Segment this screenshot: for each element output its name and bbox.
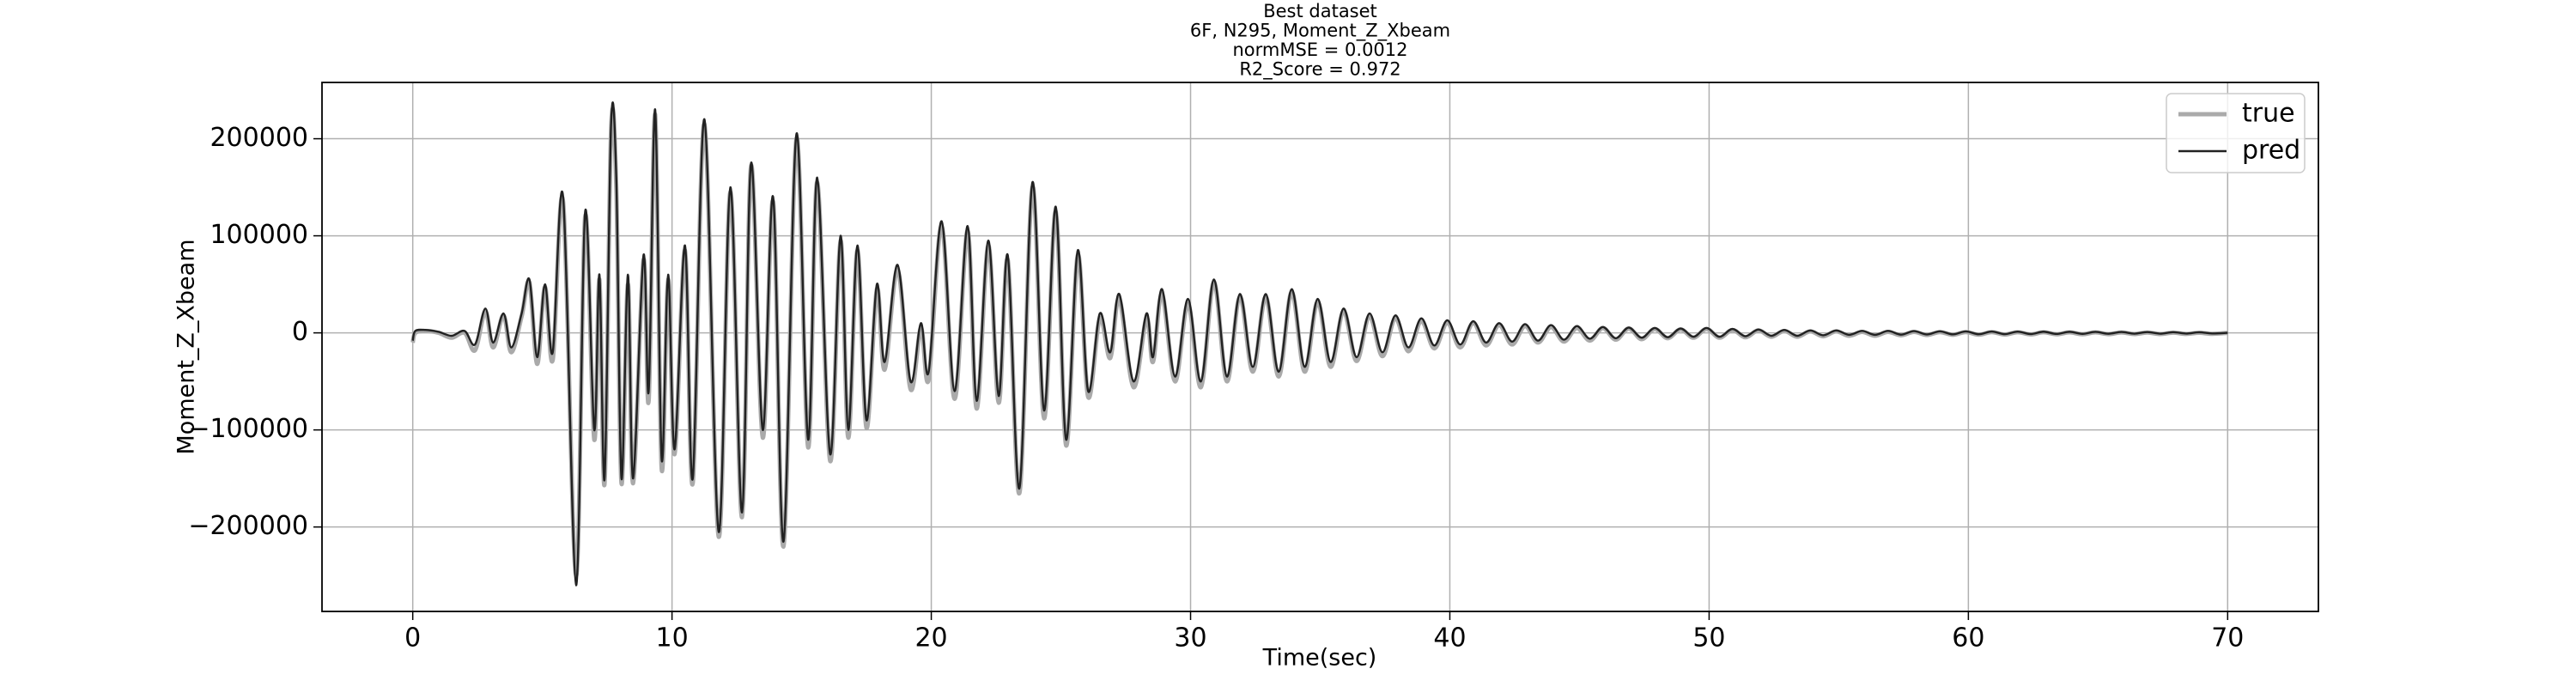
x-tick-label: 70 [2211, 623, 2244, 654]
x-axis-label: Time(sec) [1262, 645, 1377, 672]
legend-label: pred [2242, 136, 2300, 166]
chart-title: R2_Score = 0.972 [1239, 59, 1400, 81]
x-tick-label: 0 [404, 623, 421, 654]
y-tick-label: −100000 [188, 414, 308, 444]
legend-label: true [2242, 99, 2295, 129]
chart-title: Best dataset [1263, 1, 1377, 21]
y-tick-label: −200000 [188, 511, 308, 541]
y-tick-label: 100000 [210, 220, 308, 250]
x-tick-label: 10 [656, 623, 689, 654]
x-tick-label: 30 [1174, 623, 1206, 654]
series-line [411, 101, 2228, 587]
x-tick-label: 40 [1433, 623, 1466, 654]
x-tick-label: 50 [1692, 623, 1725, 654]
plot-frame [321, 82, 2319, 612]
y-axis-label: Moment_Z_Xbeam [173, 239, 200, 454]
x-tick-label: 20 [914, 623, 947, 654]
chart-title: normMSE = 0.0012 [1232, 40, 1407, 60]
series-line [410, 106, 2228, 578]
y-tick-label: 200000 [210, 123, 308, 153]
chart-title: 6F, N295, Moment_Z_Xbeam [1190, 21, 1450, 42]
x-tick-label: 60 [1952, 623, 1984, 654]
y-tick-label: 0 [292, 317, 308, 347]
